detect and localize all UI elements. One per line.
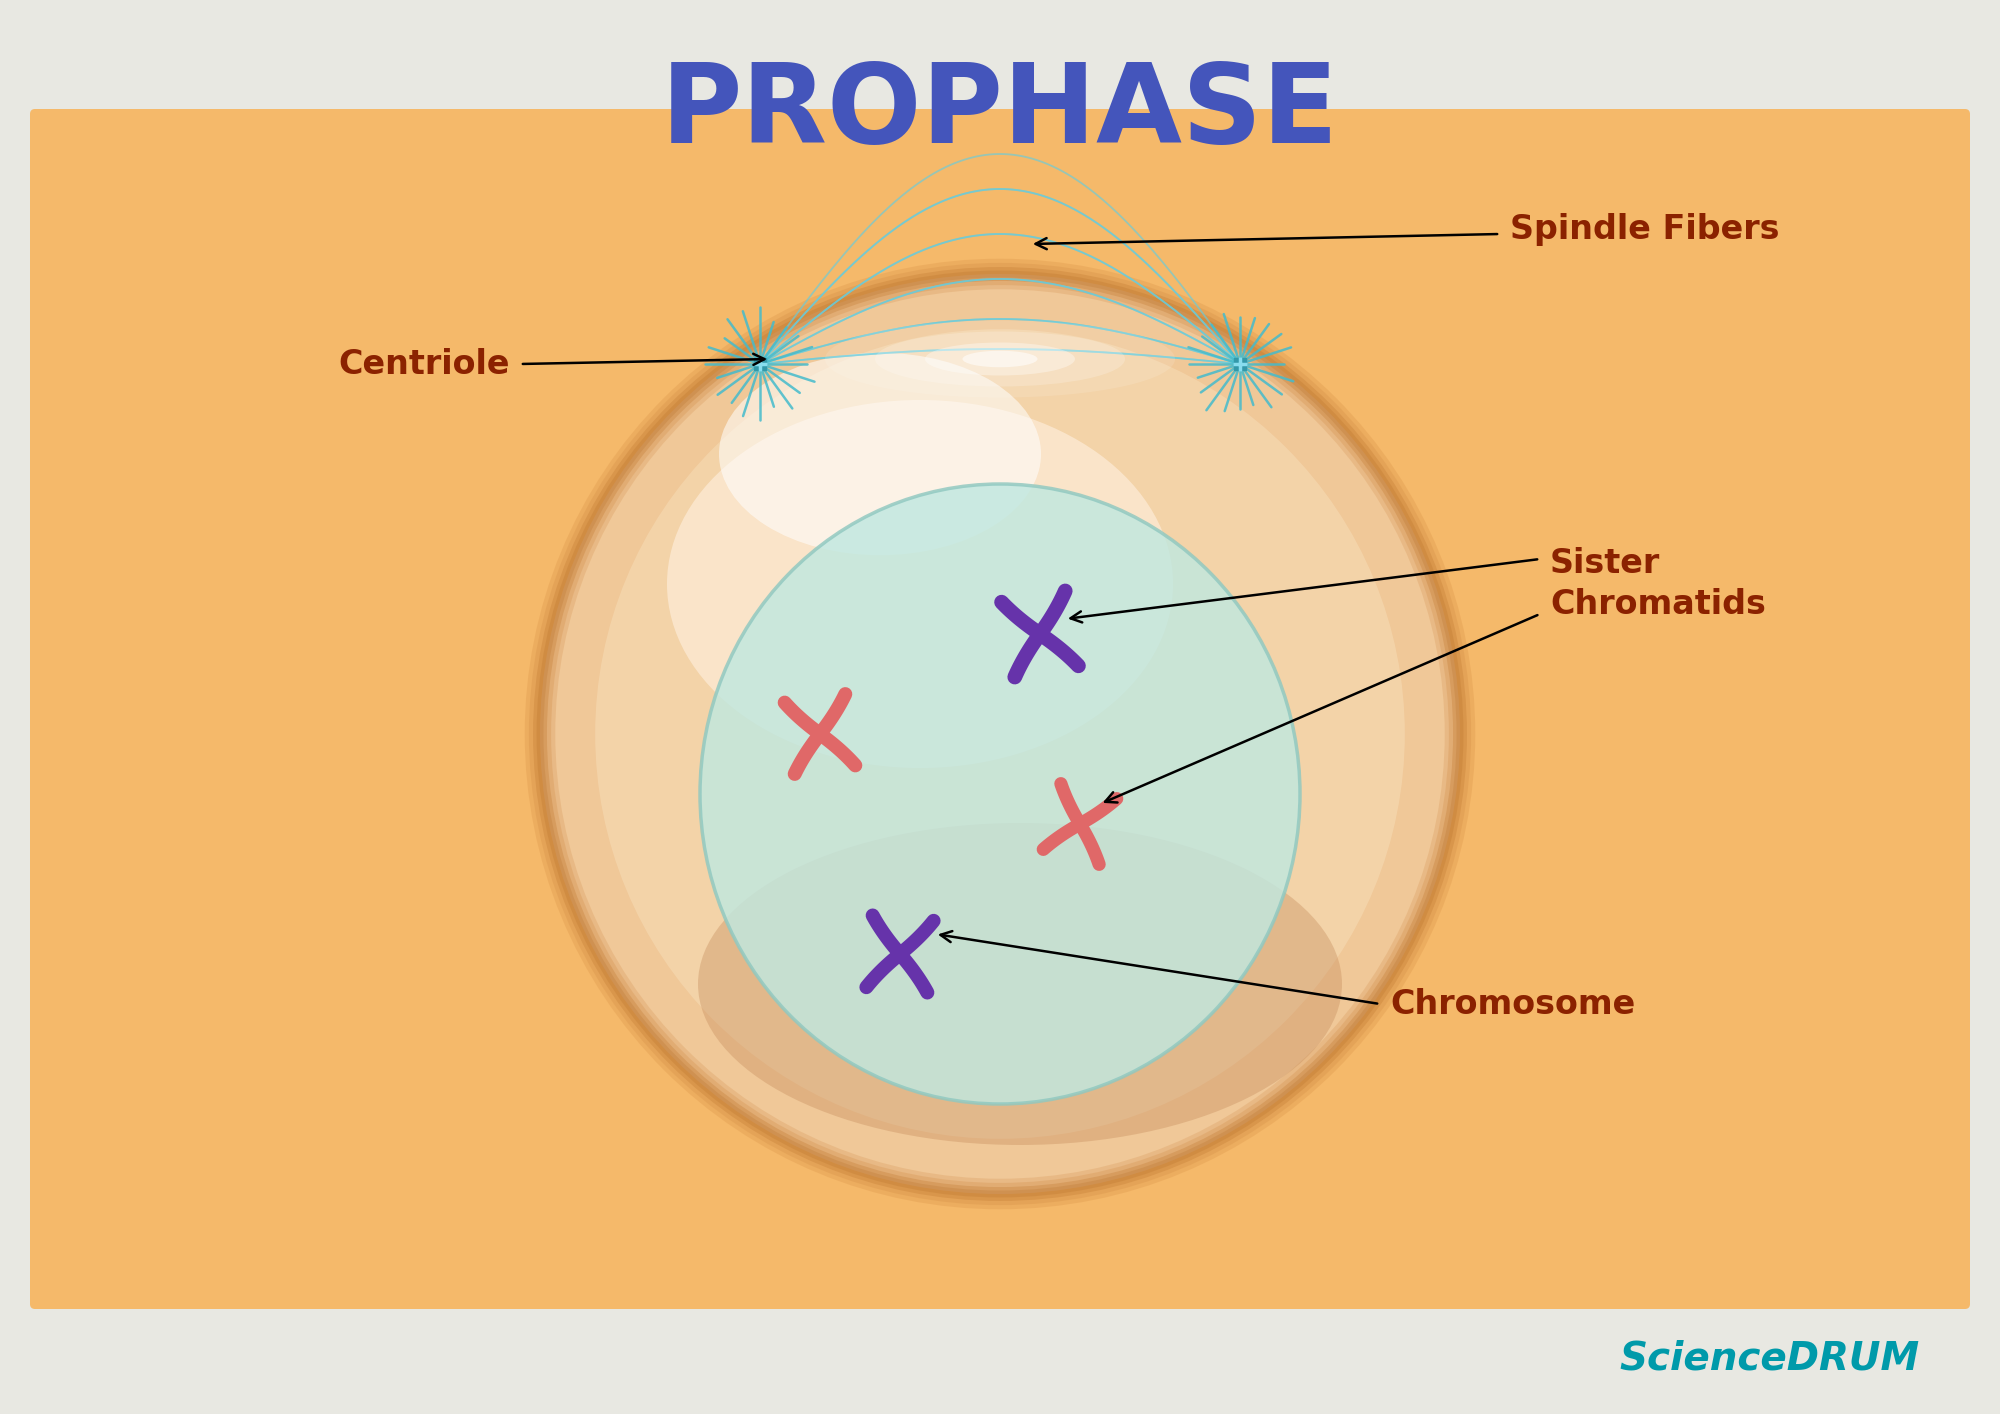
Ellipse shape: [924, 342, 1076, 376]
Ellipse shape: [962, 351, 1038, 368]
Ellipse shape: [668, 400, 1172, 768]
Text: Sister
Chromatids: Sister Chromatids: [1550, 547, 1766, 621]
Text: Chromosome: Chromosome: [1390, 987, 1636, 1021]
Ellipse shape: [720, 354, 1042, 556]
Ellipse shape: [876, 331, 1124, 386]
Ellipse shape: [700, 484, 1300, 1104]
FancyBboxPatch shape: [30, 109, 1970, 1309]
Text: Centriole: Centriole: [338, 348, 510, 380]
Ellipse shape: [698, 823, 1342, 1145]
Text: PROPHASE: PROPHASE: [662, 59, 1340, 165]
Text: ScienceDRUM: ScienceDRUM: [1620, 1340, 1920, 1379]
Ellipse shape: [540, 274, 1460, 1193]
Ellipse shape: [826, 321, 1176, 397]
Ellipse shape: [596, 329, 1404, 1138]
Text: Spindle Fibers: Spindle Fibers: [1510, 212, 1780, 246]
